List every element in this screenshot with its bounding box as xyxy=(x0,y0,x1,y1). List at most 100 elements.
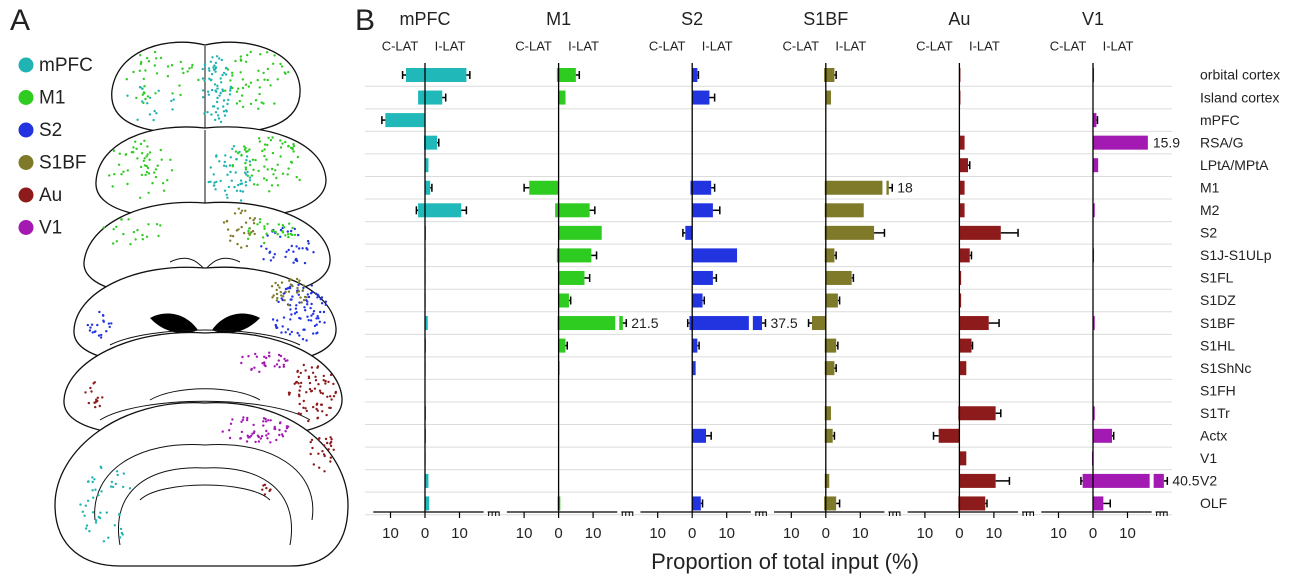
labeled-neuron xyxy=(170,63,174,67)
labeled-neuron xyxy=(280,331,283,334)
bar xyxy=(690,180,693,195)
labeled-neuron xyxy=(282,363,285,366)
labeled-neuron xyxy=(203,112,206,115)
labeled-neuron xyxy=(329,444,333,448)
labeled-neuron xyxy=(223,114,227,117)
bar xyxy=(425,316,428,331)
labeled-neuron xyxy=(319,391,322,394)
labeled-neuron xyxy=(95,400,98,403)
labeled-neuron xyxy=(113,173,116,176)
labeled-neuron xyxy=(229,156,232,159)
labeled-neuron xyxy=(334,390,338,394)
labeled-neuron xyxy=(317,383,320,386)
labeled-neuron xyxy=(276,296,279,300)
labeled-neuron xyxy=(265,247,268,250)
labeled-neuron xyxy=(233,185,236,189)
labeled-neuron xyxy=(260,245,263,248)
labeled-neuron xyxy=(265,356,268,360)
labeled-neuron xyxy=(262,71,265,75)
bar xyxy=(959,203,965,218)
bar xyxy=(812,316,826,331)
labeled-neuron xyxy=(252,183,256,186)
bar xyxy=(959,496,986,511)
labeled-neuron xyxy=(263,493,267,496)
labeled-neuron xyxy=(281,298,284,302)
labeled-neuron xyxy=(329,395,332,398)
labeled-neuron xyxy=(231,71,234,75)
labeled-neuron xyxy=(311,446,314,450)
labeled-neuron xyxy=(298,389,301,392)
labeled-neuron xyxy=(215,55,219,58)
labeled-neuron xyxy=(238,99,241,103)
labeled-neuron xyxy=(97,334,101,337)
bar xyxy=(825,180,883,195)
labeled-neuron xyxy=(171,92,174,95)
labeled-neuron xyxy=(263,483,267,486)
labeled-neuron xyxy=(289,146,293,149)
labeled-neuron xyxy=(289,298,292,301)
labeled-neuron xyxy=(146,166,150,170)
labeled-neuron xyxy=(283,71,286,74)
labeled-neuron xyxy=(254,99,258,102)
labeled-neuron xyxy=(100,333,103,337)
labeled-neuron xyxy=(231,147,234,151)
labeled-neuron xyxy=(263,78,266,81)
labeled-neuron xyxy=(225,110,228,113)
labeled-neuron xyxy=(319,403,323,406)
labeled-neuron xyxy=(245,440,249,443)
labeled-neuron xyxy=(146,153,149,156)
labeled-neuron xyxy=(306,239,310,243)
labeled-neuron xyxy=(216,84,219,88)
labeled-neuron xyxy=(263,241,266,245)
labeled-neuron xyxy=(239,71,242,74)
labeled-neuron xyxy=(228,93,232,96)
labeled-neuron xyxy=(294,381,298,384)
labeled-neuron xyxy=(249,163,252,167)
labeled-neuron xyxy=(280,433,284,436)
labeled-neuron xyxy=(237,87,240,90)
bar xyxy=(959,293,962,308)
labeled-neuron xyxy=(146,95,150,98)
labeled-neuron xyxy=(99,336,103,339)
labeled-neuron xyxy=(117,163,121,166)
labeled-neuron xyxy=(237,183,240,187)
labeled-neuron xyxy=(274,281,277,285)
x-tick-label: 0 xyxy=(1089,525,1097,542)
labeled-neuron xyxy=(132,70,135,74)
labeled-neuron xyxy=(166,179,169,182)
labeled-neuron xyxy=(152,118,155,122)
labeled-neuron xyxy=(244,60,248,63)
labeled-neuron xyxy=(141,238,144,241)
labeled-neuron xyxy=(324,300,328,303)
labeled-neuron xyxy=(216,87,219,90)
labeled-neuron xyxy=(280,65,284,68)
labeled-neuron xyxy=(224,73,228,76)
series-label: C-LAT xyxy=(649,38,686,53)
labeled-neuron xyxy=(324,382,327,385)
labeled-neuron xyxy=(271,296,274,299)
labeled-neuron xyxy=(145,170,149,174)
labeled-neuron xyxy=(98,310,101,314)
labeled-neuron xyxy=(309,306,312,310)
labeled-neuron xyxy=(139,142,143,146)
labeled-neuron xyxy=(315,317,318,320)
labeled-neuron xyxy=(159,224,162,227)
labeled-neuron xyxy=(206,111,209,114)
labeled-neuron xyxy=(270,285,274,288)
labeled-neuron xyxy=(329,460,332,463)
labeled-neuron xyxy=(263,165,266,168)
labeled-neuron xyxy=(209,60,213,63)
bar xyxy=(692,90,710,105)
x-tick-label: 10 xyxy=(783,525,800,542)
legend-label: M1 xyxy=(39,88,65,109)
labeled-neuron xyxy=(145,235,149,238)
category-label: RSA/G xyxy=(1200,134,1244,150)
labeled-neuron xyxy=(276,233,279,236)
labeled-neuron xyxy=(269,419,272,422)
labeled-neuron xyxy=(293,312,297,315)
labeled-neuron xyxy=(300,301,303,304)
labeled-neuron xyxy=(279,290,282,294)
category-label: LPtA/MPtA xyxy=(1200,157,1269,173)
labeled-neuron xyxy=(214,111,218,114)
labeled-neuron xyxy=(285,250,288,253)
